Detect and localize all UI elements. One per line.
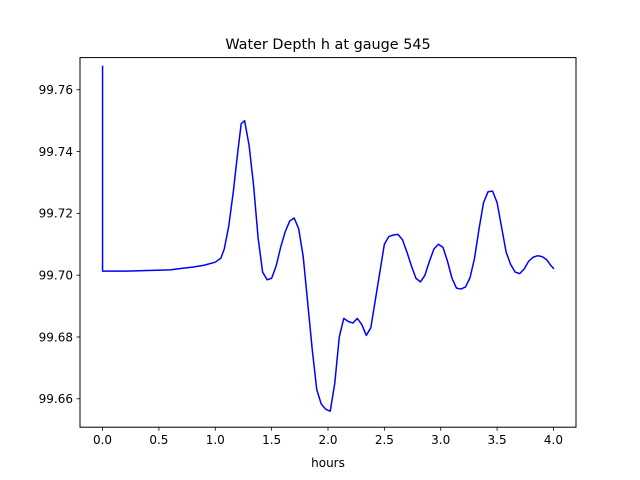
x-tick-label: 1.5	[262, 433, 281, 447]
x-tick-label: 1.0	[206, 433, 225, 447]
x-tick-label: 4.0	[544, 433, 563, 447]
x-tick-label: 2.0	[318, 433, 337, 447]
plot-area	[101, 65, 555, 412]
x-tick-label: 3.0	[431, 433, 450, 447]
x-axis: 0.0 0.5 1.0 1.5 2.0 2.5 3.0 3.5 4.0	[93, 427, 563, 447]
y-tick-label: 99.72	[39, 207, 73, 221]
y-tick-label: 99.70	[39, 268, 73, 282]
x-tick-label: 3.5	[488, 433, 507, 447]
x-tick-label: 0.5	[149, 433, 168, 447]
y-axis: 99.66 99.68 99.70 99.72 99.74 99.76	[39, 83, 80, 406]
x-tick-label: 0.0	[93, 433, 112, 447]
x-tick-label: 2.5	[375, 433, 394, 447]
y-tick-label: 99.66	[39, 392, 73, 406]
chart-title: Water Depth h at gauge 545	[225, 37, 430, 53]
y-tick-label: 99.74	[39, 145, 73, 159]
series-line-0	[101, 65, 555, 412]
y-tick-label: 99.68	[39, 330, 73, 344]
x-axis-label: hours	[311, 456, 345, 470]
y-tick-label: 99.76	[39, 83, 73, 97]
